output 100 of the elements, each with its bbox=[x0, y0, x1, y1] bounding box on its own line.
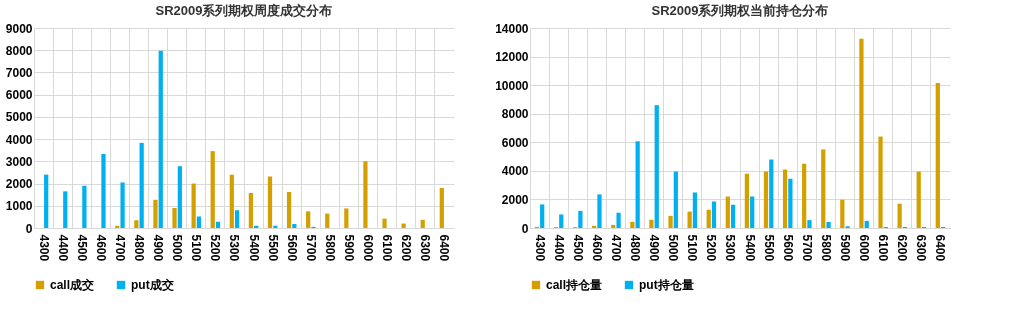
y-tick-label: 1000 bbox=[5, 199, 33, 214]
x-tick-label: 6100 bbox=[380, 234, 395, 262]
bar bbox=[292, 224, 297, 228]
x-tick-label: 5700 bbox=[303, 234, 318, 262]
x-tick-label: 6000 bbox=[857, 234, 872, 262]
bar bbox=[559, 214, 564, 228]
y-tick-label: 2000 bbox=[501, 192, 529, 207]
y-tick-label: 6000 bbox=[501, 135, 529, 150]
bar bbox=[267, 176, 273, 228]
bar bbox=[578, 210, 583, 228]
bar bbox=[807, 220, 812, 228]
x-tick-label: 4300 bbox=[36, 234, 51, 262]
bar bbox=[234, 210, 240, 228]
x-tick-label: 5100 bbox=[685, 234, 700, 262]
x-tick-label: 4900 bbox=[151, 234, 166, 262]
bar bbox=[711, 201, 717, 228]
x-tick-label: 4900 bbox=[647, 234, 662, 262]
bar bbox=[177, 166, 182, 228]
bar bbox=[597, 194, 602, 228]
y-tick-label: 14000 bbox=[495, 21, 529, 36]
x-tick-label: 6300 bbox=[914, 234, 929, 262]
x-tick-label: 4400 bbox=[551, 234, 566, 262]
y-tick-label: 8000 bbox=[501, 107, 529, 122]
bar bbox=[210, 151, 215, 228]
x-tick-label: 6300 bbox=[418, 234, 433, 262]
bar bbox=[802, 163, 807, 228]
x-tick-label: 6400 bbox=[933, 234, 948, 262]
bar bbox=[63, 191, 68, 228]
x-tick-label: 4500 bbox=[570, 234, 585, 262]
x-tick-label: 5000 bbox=[170, 234, 185, 262]
bar bbox=[101, 154, 106, 228]
legend-label: put成交 bbox=[131, 278, 174, 292]
bar bbox=[306, 211, 311, 228]
legend-label: put持仓量 bbox=[639, 278, 694, 292]
bar bbox=[782, 169, 788, 228]
x-tick-label: 5500 bbox=[265, 234, 280, 262]
x-tick-label: 5400 bbox=[246, 234, 261, 262]
bar bbox=[82, 185, 87, 228]
bar bbox=[730, 204, 736, 228]
bar bbox=[687, 211, 692, 228]
bar bbox=[363, 161, 368, 228]
y-tick-label: 0 bbox=[521, 221, 529, 236]
bar bbox=[196, 216, 202, 228]
bar bbox=[725, 196, 730, 228]
x-tick-label: 5200 bbox=[208, 234, 223, 262]
x-tick-label: 4800 bbox=[132, 234, 146, 262]
x-tick-label: 6400 bbox=[437, 234, 452, 262]
legend-label: call成交 bbox=[50, 278, 95, 292]
bar bbox=[635, 141, 640, 228]
y-tick-label: 4000 bbox=[5, 132, 33, 147]
bar bbox=[916, 171, 921, 228]
bar bbox=[744, 173, 750, 228]
x-tick-label: 5800 bbox=[322, 234, 337, 262]
x-tick-label: 5100 bbox=[189, 234, 204, 262]
bar bbox=[139, 142, 144, 228]
bar bbox=[540, 204, 545, 228]
x-tick-label: 4300 bbox=[532, 234, 547, 262]
x-tick-label: 4400 bbox=[55, 234, 70, 262]
y-tick-label: 3000 bbox=[5, 154, 33, 169]
bar bbox=[616, 212, 621, 228]
chart-title: SR2009系列期权周度成交分布 bbox=[155, 3, 333, 18]
bar bbox=[248, 192, 254, 228]
y-tick-label: 5000 bbox=[5, 110, 33, 125]
chart-title: SR2009系列期权当前持仓分布 bbox=[651, 3, 829, 18]
x-tick-label: 4500 bbox=[74, 234, 89, 262]
bar bbox=[172, 208, 177, 228]
bar bbox=[668, 215, 673, 228]
x-tick-label: 5700 bbox=[799, 234, 814, 262]
bar bbox=[344, 208, 349, 228]
x-tick-label: 4600 bbox=[589, 234, 604, 262]
y-tick-label: 12000 bbox=[495, 50, 529, 65]
x-tick-label: 5900 bbox=[838, 234, 852, 262]
bar bbox=[439, 188, 444, 228]
bar bbox=[769, 159, 774, 228]
x-tick-label: 4700 bbox=[112, 234, 127, 262]
x-tick-label: 5500 bbox=[761, 234, 776, 262]
y-tick-label: 2000 bbox=[5, 177, 33, 192]
x-tick-label: 5300 bbox=[227, 234, 242, 262]
bar bbox=[215, 221, 221, 228]
y-tick-label: 4000 bbox=[501, 164, 529, 179]
bar bbox=[134, 220, 139, 228]
bar bbox=[673, 171, 678, 228]
bar bbox=[382, 218, 387, 228]
x-tick-label: 5400 bbox=[742, 234, 757, 262]
x-tick-label: 5200 bbox=[704, 234, 719, 262]
bar bbox=[420, 219, 425, 228]
y-tick-label: 7000 bbox=[5, 65, 33, 80]
bar bbox=[630, 221, 635, 228]
x-tick-label: 5600 bbox=[780, 234, 795, 262]
bar bbox=[611, 224, 616, 228]
bar bbox=[229, 174, 234, 228]
bar bbox=[864, 220, 869, 228]
x-tick-label: 4600 bbox=[93, 234, 108, 262]
x-tick-label: 6200 bbox=[399, 234, 414, 262]
y-tick-label: 0 bbox=[25, 221, 33, 236]
bar bbox=[750, 196, 755, 228]
y-tick-label: 6000 bbox=[5, 88, 33, 103]
x-tick-label: 5900 bbox=[342, 234, 356, 262]
x-tick-label: 5600 bbox=[284, 234, 299, 262]
bar bbox=[654, 105, 659, 228]
